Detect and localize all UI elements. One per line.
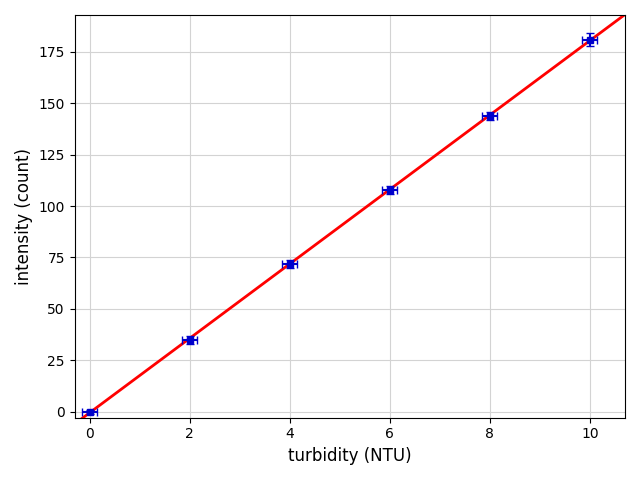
X-axis label: turbidity (NTU): turbidity (NTU) — [288, 447, 412, 465]
Y-axis label: intensity (count): intensity (count) — [15, 148, 33, 285]
